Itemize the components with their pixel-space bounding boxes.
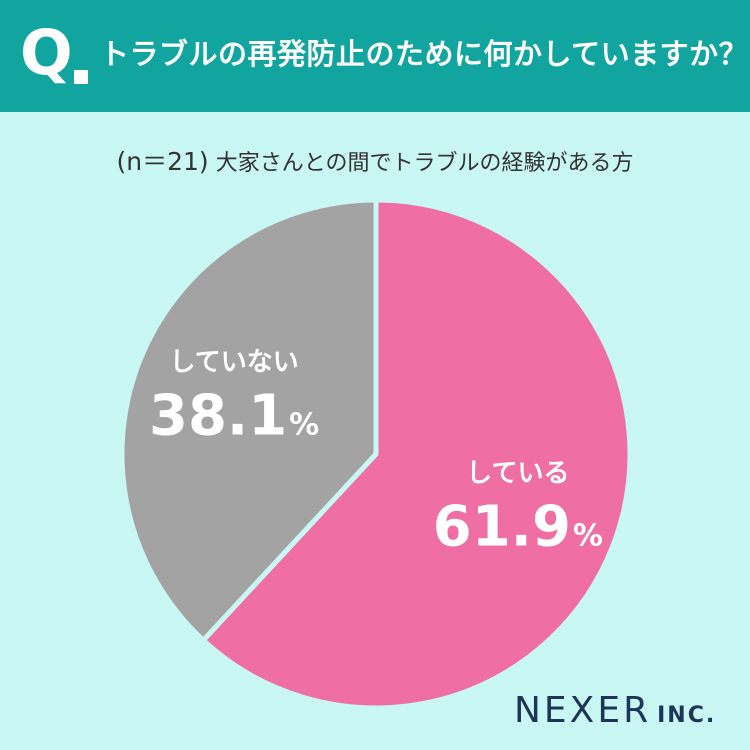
slice-value: 61.9% xyxy=(433,495,603,560)
company-logo: NEXER INC. xyxy=(514,690,716,731)
slice-value: 38.1% xyxy=(149,383,319,448)
sample-size-label: (n＝21) xyxy=(116,147,209,176)
pie-slice-no xyxy=(119,197,379,644)
question-header: Q トラブルの再発防止のために何かしていますか？ xyxy=(0,0,750,112)
q-dot-decoration xyxy=(74,70,88,84)
pie-slice-yes xyxy=(199,197,633,711)
slice-label: している xyxy=(466,459,569,489)
logo-suffix: INC. xyxy=(657,703,717,728)
question-text: トラブルの再発防止のために何かしていますか？ xyxy=(100,37,749,71)
subtitle: (n＝21) 大家さんとの間でトラブルの経験がある方 xyxy=(0,142,750,178)
slice-label: していない xyxy=(170,347,299,377)
q-mark: Q xyxy=(20,16,73,89)
subtitle-description: 大家さんとの間でトラブルの経験がある方 xyxy=(215,151,634,176)
logo-name: NEXER xyxy=(514,690,652,731)
